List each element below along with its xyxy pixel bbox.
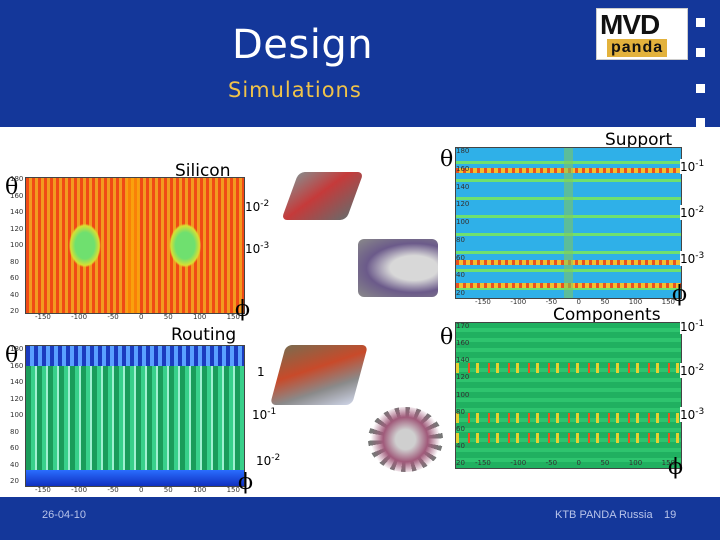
slide-title: Design	[232, 22, 374, 68]
support-label: Support	[602, 130, 676, 150]
logo-panda-text: panda	[607, 39, 668, 57]
routing-3d-model	[269, 345, 369, 405]
silicon-3d-model-2	[358, 239, 438, 297]
silicon-heatmap	[25, 177, 245, 314]
components-y-ticks: 170 160 140 120 100 80 60 40 20	[456, 322, 470, 467]
routing-y-ticks: 180 160 140 120 100 80 60 40 20	[10, 345, 24, 485]
silicon-y-ticks: 180 160 140 120 100 80 60 40 20	[10, 175, 24, 315]
routing-top-band	[26, 346, 244, 366]
routing-scale-2: 10-1	[252, 407, 277, 422]
theta-symbol: θ	[440, 147, 454, 172]
bullet-square-icon	[696, 18, 705, 27]
routing-heatmap	[25, 345, 245, 487]
components-scale-1: 10-1	[680, 319, 705, 334]
routing-label: Routing	[168, 325, 240, 345]
logo-mvd-text: MVD	[600, 9, 660, 40]
components-dots	[456, 413, 681, 423]
components-scale-3: 10-3	[680, 407, 705, 422]
support-scale-2: 10-2	[680, 205, 705, 220]
support-center-band	[564, 148, 573, 298]
support-y-ticks: 180 160 140 120 100 80 60 40 20	[456, 147, 470, 297]
footer-page-number: 19	[664, 509, 677, 521]
slide-subtitle: Simulations	[228, 78, 362, 102]
footer-organization: KTB PANDA Russia	[555, 509, 653, 521]
phi-symbol: ϕ	[672, 282, 687, 307]
footer-date: 26-04-10	[42, 509, 87, 521]
routing-bottom-band	[26, 470, 244, 486]
bullet-square-icon	[696, 48, 705, 57]
phi-symbol: ϕ	[668, 455, 683, 480]
theta-symbol: θ	[5, 343, 19, 368]
bullet-square-icon	[696, 84, 705, 93]
components-scale-2: 10-2	[680, 363, 705, 378]
components-x-ticks: -150 -100 -50 0 50 100 150	[475, 459, 675, 467]
components-dots	[456, 433, 681, 443]
silicon-scale-1: 10-2	[245, 199, 270, 214]
components-label: Components	[550, 305, 664, 325]
components-dots	[456, 363, 681, 373]
components-3d-model	[368, 407, 443, 472]
theta-symbol: θ	[440, 325, 454, 350]
phi-symbol: ϕ	[238, 470, 253, 495]
silicon-3d-model	[281, 172, 364, 220]
phi-symbol: ϕ	[235, 297, 250, 322]
support-scale-1: 10-1	[680, 159, 705, 174]
components-heatmap	[455, 322, 682, 469]
theta-symbol: θ	[5, 175, 19, 200]
content-area: θ Silicon 10-2 10-3 ϕ θ Routing 1 10-1 1…	[0, 127, 720, 497]
silicon-label: Silicon	[172, 161, 234, 181]
silicon-scale-2: 10-3	[245, 241, 270, 256]
routing-scale-1: 1	[257, 364, 265, 379]
routing-x-ticks: -150 -100 -50 0 50 100 150	[35, 486, 240, 494]
silicon-x-ticks: -150 -100 -50 0 50 100 150	[35, 313, 240, 321]
bullet-square-icon	[696, 118, 705, 127]
support-scale-3: 10-3	[680, 251, 705, 266]
mvd-panda-logo: MVD panda	[596, 8, 688, 60]
support-x-ticks: -150 -100 -50 0 50 100 150	[475, 298, 675, 306]
support-heatmap	[455, 147, 682, 299]
routing-scale-3: 10-2	[256, 453, 281, 468]
